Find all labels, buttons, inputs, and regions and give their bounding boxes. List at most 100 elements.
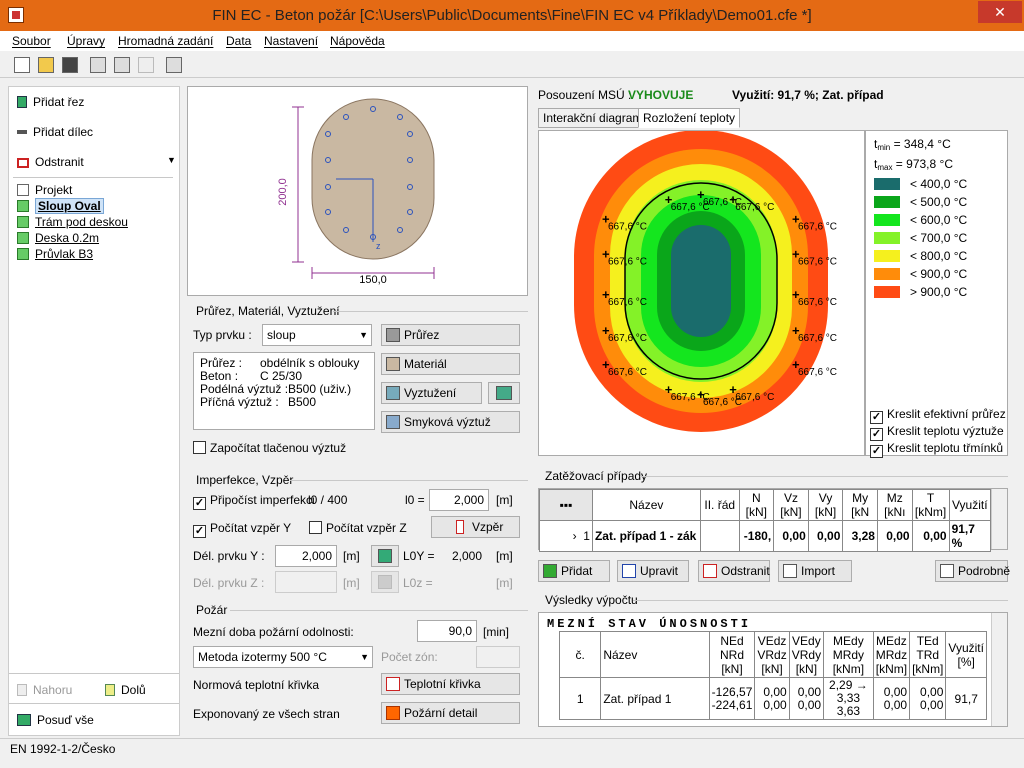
rebar-marker: + xyxy=(602,357,610,372)
compressed-checkbox[interactable]: Započítat tlačenou výztuž xyxy=(193,441,346,455)
reinforcement-extra-button[interactable] xyxy=(488,382,520,404)
menu-upravy[interactable]: Úpravy xyxy=(67,34,106,48)
tmax-row: tmax = 973,8 °C xyxy=(874,157,953,172)
results-title: Výsledky výpočtu xyxy=(545,593,638,607)
results-scrollbar[interactable] xyxy=(991,613,1007,726)
rebar-marker: + xyxy=(602,287,610,302)
tab-temperature[interactable]: Rozložení teploty xyxy=(638,108,741,128)
status-bar xyxy=(0,738,1024,768)
curve-label: Normová teplotní křivka xyxy=(193,678,320,692)
col-t: T [kNm] xyxy=(911,489,950,521)
length-y-input[interactable]: 2,000 xyxy=(275,545,337,567)
remove-button[interactable]: Odstranit ▼ xyxy=(17,155,176,169)
buckling-y-checkbox[interactable]: ✓ Počítat vzpěr Y xyxy=(193,521,292,538)
import-button[interactable]: Import xyxy=(778,560,852,582)
assess-icon xyxy=(17,714,31,726)
rebar-marker: + xyxy=(729,192,737,207)
type-select[interactable]: sloup ▼ xyxy=(262,324,372,346)
col-usage: Využití xyxy=(948,489,992,521)
length-z-calc-button xyxy=(371,571,399,593)
length-z-input xyxy=(275,571,337,593)
tree-item-pruvlak[interactable]: Průvlak B3 xyxy=(17,247,93,261)
add-member-button[interactable]: Přidat dílec xyxy=(17,125,93,139)
assess-all-button[interactable]: Posuď vše xyxy=(17,713,94,727)
remove-load-button[interactable]: Odstranit xyxy=(698,560,770,582)
legend-label: < 900,0 °C xyxy=(910,267,968,281)
reinforcement-button[interactable]: Vyztužení xyxy=(381,382,482,404)
l0-input[interactable]: 2,000 xyxy=(429,489,489,511)
menu-napoveda[interactable]: Nápověda xyxy=(330,34,385,48)
import-icon xyxy=(783,564,797,578)
girder-icon xyxy=(17,248,29,260)
paste-icon[interactable] xyxy=(114,57,130,73)
clipboard-icon[interactable] xyxy=(138,57,154,73)
rebar-temperature-label: 667,6 °C xyxy=(703,397,742,408)
calc-icon xyxy=(378,549,392,563)
rebar-temperature-label: 667,6 °C xyxy=(798,221,837,232)
rebar-temperature-label: 667,6 °C xyxy=(608,256,647,267)
legend-entry: < 800,0 °C xyxy=(874,249,967,263)
rebar-marker: + xyxy=(792,246,800,261)
assessment-label: Posouzení MSÚ : xyxy=(538,88,632,102)
legend-swatch xyxy=(874,214,900,226)
tab-interaction-diagram[interactable]: Interakční diagram xyxy=(538,108,648,128)
move-down-button[interactable]: Dolů xyxy=(105,683,146,697)
loads-scrollbar[interactable] xyxy=(991,489,1007,549)
method-select[interactable]: Metoda izotermy 500 °C ▼ xyxy=(193,646,373,668)
edit-load-button[interactable]: Upravit xyxy=(617,560,689,582)
material-button[interactable]: Materiál xyxy=(381,353,520,375)
close-button[interactable]: ✕ xyxy=(978,1,1022,23)
tree-item-tram[interactable]: Trám pod deskou xyxy=(17,215,128,229)
l0y-unit: [m] xyxy=(496,549,513,563)
imperfection-checkbox[interactable]: ✓ Připočíst imperfekci xyxy=(193,493,315,510)
menu-data[interactable]: Data xyxy=(226,34,252,48)
table-tools[interactable]: ▪▪▪ xyxy=(539,489,593,521)
rebar-marker: + xyxy=(665,382,673,397)
stirrup-temp-checkbox[interactable]: ✓ Kreslit teplotu třmínků xyxy=(870,441,1004,458)
row-my: 3,28 xyxy=(842,520,878,552)
table-row[interactable]: › 1 Zat. případ 1 - zák -180, 0,00 0,00 … xyxy=(539,520,992,552)
up-arrow-icon xyxy=(17,684,27,696)
tree-item-sloup[interactable]: Sloup Oval xyxy=(17,198,104,214)
section-preview: 200,0 150,0 z xyxy=(187,86,528,296)
add-load-button[interactable]: Přidat xyxy=(538,560,610,582)
effective-section-checkbox[interactable]: ✓ Kreslit efektivní průřez xyxy=(870,407,1006,424)
tree-item-deska[interactable]: Deska 0.2m xyxy=(17,231,99,245)
length-y-unit: [m] xyxy=(343,549,360,563)
col-vy: Vy [kN] xyxy=(807,489,844,521)
results-table: č. Název NEd NRd [kN] VEdz VRdz [kN] VEd… xyxy=(558,631,987,720)
status-text: EN 1992-1-2/Česko xyxy=(10,742,116,756)
temperature-curve-button[interactable]: Teplotní křivka xyxy=(381,673,520,695)
fire-detail-button[interactable]: Požární detail xyxy=(381,702,520,724)
copy-icon[interactable] xyxy=(90,57,106,73)
new-file-icon[interactable] xyxy=(14,57,30,73)
menu-hromadna[interactable]: Hromadná zadání xyxy=(118,34,214,48)
tree-item-project[interactable]: Projekt xyxy=(17,183,72,197)
shear-reinforcement-button[interactable]: Smyková výztuž xyxy=(381,411,520,433)
open-folder-icon[interactable] xyxy=(38,57,54,73)
left-panel: Přidat řez Přidat dílec Odstranit ▼ Proje… xyxy=(8,86,180,736)
save-icon[interactable] xyxy=(62,57,78,73)
legend-entry: < 400,0 °C xyxy=(874,177,967,191)
menu-soubor[interactable]: Soubor xyxy=(12,34,51,48)
detail-button[interactable]: Podrobně xyxy=(935,560,1010,582)
remove-icon xyxy=(703,564,717,578)
buckling-button[interactable]: Vzpěr xyxy=(431,516,520,538)
fire-resistance-input[interactable]: 90,0 xyxy=(417,620,477,642)
rebar-marker: + xyxy=(792,211,800,226)
rebar-temp-checkbox[interactable]: ✓ Kreslit teplotu výztuže xyxy=(870,424,1004,441)
add-section-button[interactable]: Přidat řez xyxy=(17,95,84,109)
legend-swatch xyxy=(874,196,900,208)
dropdown-arrow-icon[interactable]: ▼ xyxy=(167,155,176,165)
menu-nastaveni[interactable]: Nastavení xyxy=(264,34,319,48)
buckling-z-checkbox[interactable]: Počítat vzpěr Z xyxy=(309,521,407,535)
info-labels: Průřez : Beton : Podélná výztuž : Příčná vý… xyxy=(200,356,289,409)
fire-resistance-unit: [min] xyxy=(483,625,510,639)
legend-swatch xyxy=(874,232,900,244)
move-up-button[interactable]: Nahoru xyxy=(17,683,72,697)
rebar-marker: + xyxy=(792,357,800,372)
duplicate-icon[interactable] xyxy=(166,57,182,73)
section-button[interactable]: Průřez xyxy=(381,324,520,346)
rebar-temperature-label: 667,6 °C xyxy=(798,367,837,378)
length-y-calc-button[interactable] xyxy=(371,545,399,567)
